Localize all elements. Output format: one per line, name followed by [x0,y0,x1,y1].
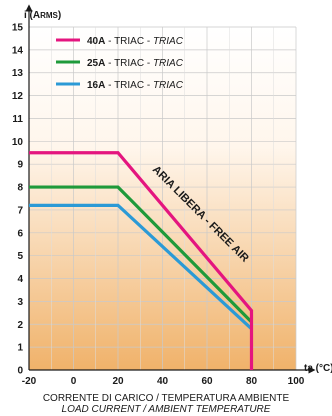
x-tick-label: 0 [71,376,77,387]
y-tick-label: 9 [17,160,23,171]
y-axis-title: i (ARMS) [24,10,61,21]
caption-line-2: LOAD CURRENT / AMBIENT TEMPERATURE [62,404,271,415]
y-tick-label: 3 [17,297,23,308]
y-tick-label: 6 [17,228,23,239]
legend-label-40a: 40A - TRIAC - TRIAC [87,36,184,47]
legend-label-16a: 16A - TRIAC - TRIAC [87,80,184,91]
y-tick-label: 2 [17,320,23,331]
y-tick-label: 12 [12,91,24,102]
y-tick-label: 11 [12,114,23,125]
x-tick-label: 40 [157,376,169,387]
x-tick-label: 60 [201,376,213,387]
y-tick-label: 1 [17,343,23,354]
y-tick-label: 14 [12,45,24,56]
x-tick-label: 20 [112,376,124,387]
series-line-40a [29,151,254,370]
y-tick-label: 10 [12,137,24,148]
x-tick-label: 100 [288,376,305,387]
series-line-25a [29,185,253,324]
y-tick-label: 5 [17,251,23,262]
y-tick-label: 4 [17,274,23,285]
legend: 40A - TRIAC - TRIAC 25A - TRIAC - TRIAC … [56,36,184,91]
series-lines [29,151,254,370]
x-axis-title: ta (°C) [304,363,332,374]
y-tick-label: 7 [17,205,23,216]
y-tick-label: 13 [12,68,24,79]
series-line-16a [29,203,253,331]
axes [25,4,316,374]
x-tick-label: -20 [22,376,37,387]
y-tick-label: 15 [12,23,24,34]
y-tick-label: 8 [17,183,23,194]
x-tick-label: 80 [246,376,258,387]
legend-label-25a: 25A - TRIAC - TRIAC [87,58,184,69]
caption-line-1: CORRENTE DI CARICO / TEMPERATURA AMBIENT… [43,393,290,404]
y-tick-label: 0 [17,366,23,377]
